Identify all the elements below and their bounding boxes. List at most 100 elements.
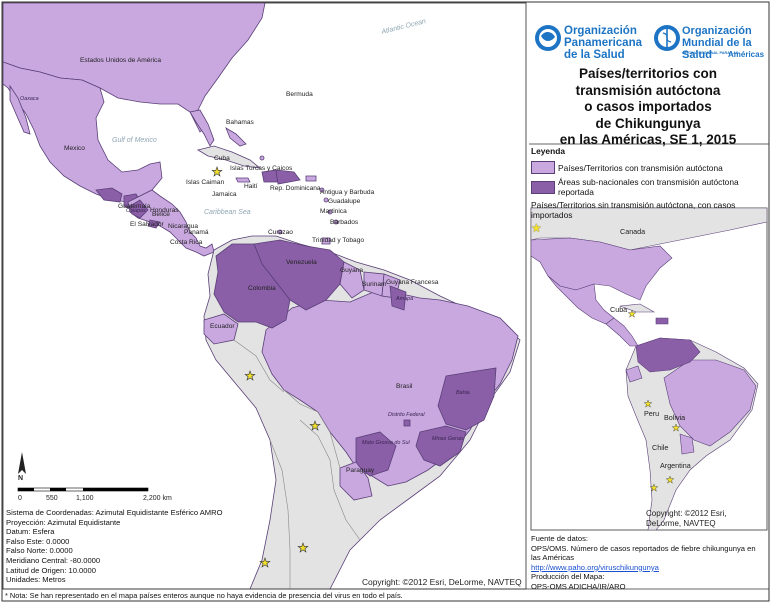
label-country-30: Paraguay [346, 467, 375, 474]
country-puerto-rico [305, 175, 317, 182]
inset-star-chile [649, 483, 659, 492]
inset-stars [627, 309, 681, 492]
paho-name-line2: Panamericana [564, 37, 642, 49]
label-country-28: Ecuador [210, 323, 235, 330]
area-amapa [389, 285, 407, 311]
label-country-24: Colombia [248, 285, 276, 292]
paho-name: Organización Panamericana de la Salud [564, 25, 642, 61]
label-subnational-2: Amapá [395, 296, 413, 302]
legend-heading: Leyenda [531, 146, 565, 156]
projection-line-7: Latitud de Origen: 10.0000 [6, 565, 96, 575]
area-minas-gerais [415, 425, 467, 467]
inset-star-bolivia [671, 423, 681, 432]
country-mexico [3, 61, 163, 203]
label-country-17: El Salvador [130, 221, 165, 228]
label-country-20: Panamá [184, 229, 209, 236]
title-line-1: Países/territorios con [578, 66, 718, 81]
label-subnational-1: Chiapas [126, 208, 146, 214]
data-sources: Fuente de datos: OPS/OMS. Número de caso… [531, 534, 767, 592]
area-bahia [437, 367, 497, 431]
inset-usa [531, 237, 673, 301]
inset-label-1: Cuba [610, 305, 627, 314]
label-country-10: Antigua y Barbuda [320, 189, 375, 196]
island-guadeloupe [323, 197, 329, 203]
production-text: OPS-OMS ADICHA/IR/ARO [531, 581, 626, 591]
label-country-14: Belice [152, 211, 170, 218]
who-subtitle: OFICINA REGIONAL PARA LAS [682, 51, 739, 55]
label-country-19: Costa Rica [170, 239, 203, 246]
border-bolivia [283, 389, 341, 469]
star-peru [244, 370, 256, 381]
inset-label-3: Bolivia [664, 413, 685, 422]
scale-bar: 0 550 1,100 2,200 km N [17, 452, 172, 502]
inset-copyright-line2: DeLorme, NAVTEQ [646, 519, 716, 528]
scale-bar-outline [17, 487, 149, 492]
title-line-3: o casos importados [584, 99, 712, 114]
who-name-line1: Organización [682, 25, 752, 37]
island-antigua [319, 187, 325, 193]
country-paraguay [339, 461, 373, 501]
title-line-2: transmisión autóctona [575, 82, 721, 98]
inset-map-labels: Canada Cuba Peru Bolivia Chile Argentina [610, 227, 691, 470]
projection-line-2: Proyección: Azimutal Equidistante [6, 517, 121, 527]
inset-star-cuba [627, 309, 637, 318]
label-subnational-3: Bahia [456, 390, 470, 396]
island-barbados [333, 219, 339, 225]
paho-name-line3: de la Salud [564, 49, 625, 61]
country-trinidad [321, 237, 331, 245]
inset-label-0: Canada [620, 227, 645, 236]
island-turks-caicos [259, 155, 265, 161]
legend-star-icon: ★ [531, 221, 542, 235]
inset-map: Canada Cuba Peru Bolivia Chile Argentina Copy… [530, 207, 768, 531]
label-country-16: Honduras [150, 207, 179, 214]
paho-logo-icon [535, 25, 561, 51]
label-country-0: Estados Unidos de América [80, 57, 161, 64]
label-country-22: Trinidad y Tobago [312, 237, 364, 244]
label-country-25: Guyana [340, 267, 363, 274]
inset-star-argentina [665, 475, 675, 484]
label-country-8: Haití [244, 183, 258, 190]
label-country-9: Rep. Dominicana [270, 185, 321, 192]
label-subnational-4: Distrito Federal [388, 412, 425, 418]
legend-star-row: ★ [531, 221, 769, 235]
sources-link[interactable]: http://www.paho.org/viruschikungunya [531, 562, 659, 572]
label-country-5: Islas Turcas y Caicos [230, 165, 293, 172]
legend: Leyenda Países/Territorios con transmisi… [531, 146, 769, 236]
who-region: Américas [728, 50, 765, 59]
projection-line-5: Falso Norte: 0.0000 [6, 546, 73, 556]
legend-item-subnational: Áreas sub-nacionales con transmisión aut… [531, 177, 769, 197]
country-bahamas [225, 127, 247, 147]
scale-bar-gap1 [34, 488, 50, 491]
main-map: Estados Unidos de América Mexico Cuba Baham… [2, 2, 527, 590]
sources-text: OPS/OMS. Número de casos reportados de f… [531, 543, 756, 563]
star-chile [259, 557, 271, 568]
inset-venezuela-colombia [635, 337, 701, 373]
label-sea-2: Caribbean Sea [204, 209, 251, 216]
projection-line-4: Falso Este: 0.0000 [6, 536, 70, 546]
production-heading: Producción del Mapa: [531, 572, 605, 582]
imported-case-stars [211, 166, 321, 568]
island-curacao [277, 229, 283, 235]
projection-info: Sistema de Coordenadas: Azimutal Equidis… [6, 508, 223, 585]
area-guatemala [129, 199, 149, 219]
who-name: Organización Mundial de la Salud [682, 25, 771, 61]
country-mexico-baja [9, 84, 31, 135]
scale-tick-3: 2,200 km [143, 495, 172, 502]
projection-line-6: Meridiano Central: -80.0000 [6, 555, 101, 565]
star-argentina [297, 542, 309, 553]
area-el-salvador [147, 219, 161, 229]
legend-item-autochthonous: Países/Territorios con transmisión autóc… [531, 161, 769, 174]
inset-brazil [663, 359, 757, 447]
legend-label-imported: Países/Territorios sin transmisión autóc… [531, 200, 736, 220]
scale-tick-0: 0 [18, 495, 22, 502]
main-map-labels: Estados Unidos de América Mexico Cuba Baham… [20, 18, 470, 474]
label-country-23: Venezuela [286, 259, 317, 266]
inset-label-4: Chile [652, 443, 668, 452]
scale-tick-2: 1,100 [76, 495, 94, 502]
inset-copyright-line1: Copyright: ©2012 Esri, [646, 509, 727, 518]
paho-name-line1: Organización [564, 25, 637, 37]
label-country-4: Bermuda [286, 91, 313, 98]
star-bolivia [309, 420, 321, 431]
label-country-15: Guatemala [118, 203, 151, 210]
